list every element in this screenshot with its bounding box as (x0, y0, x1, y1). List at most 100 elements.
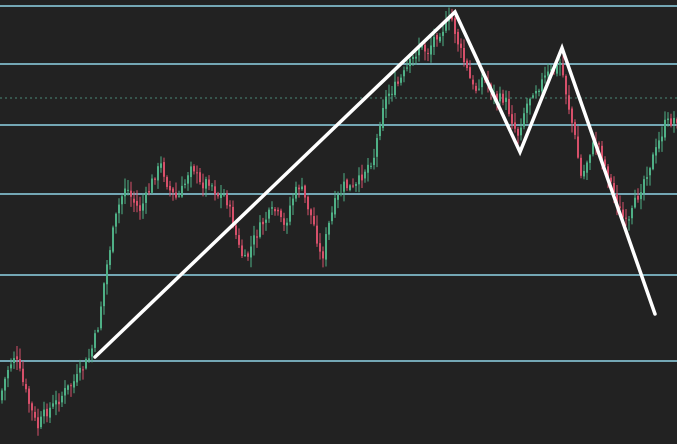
candle-body (238, 235, 240, 245)
candle (505, 90, 507, 110)
candle (208, 175, 210, 191)
candle (154, 177, 156, 185)
candle (640, 183, 642, 210)
candle-body (262, 221, 264, 225)
candle-body (328, 222, 330, 235)
candle (415, 51, 417, 65)
candle (514, 113, 516, 133)
candle (427, 48, 429, 62)
candle (211, 183, 213, 191)
candle-body (265, 219, 267, 223)
candle (163, 157, 165, 182)
candle-body (535, 90, 537, 94)
candle-body (241, 245, 243, 257)
candle-body (391, 93, 393, 95)
candle-body (613, 183, 615, 193)
candle-body (643, 179, 645, 194)
candle (184, 179, 186, 189)
candle (148, 183, 150, 196)
candle (532, 93, 534, 99)
candle-body (292, 198, 294, 206)
candle-body (253, 235, 255, 245)
candle (373, 148, 375, 170)
candle-body (361, 174, 363, 181)
candle-body (526, 103, 528, 113)
candle-body (619, 206, 621, 208)
candle (298, 184, 300, 198)
candle-body (415, 56, 417, 59)
candle (91, 344, 93, 363)
candle (367, 157, 369, 182)
candle-body (673, 117, 675, 124)
candle (49, 402, 51, 424)
candle (565, 74, 567, 105)
candle (88, 348, 90, 363)
candle (142, 193, 144, 219)
candle-body (577, 136, 579, 158)
candle-body (244, 255, 246, 257)
candle-body (307, 196, 309, 210)
candle-body (295, 186, 297, 199)
candle-body (505, 97, 507, 102)
candle (400, 74, 402, 86)
candle-body (472, 79, 474, 85)
candle-body (427, 52, 429, 54)
candle-body (175, 192, 177, 198)
candle-body (127, 189, 129, 191)
candle-body (652, 154, 654, 170)
candle-body (376, 138, 378, 157)
candle (304, 184, 306, 204)
candle-body (637, 195, 639, 200)
candle (259, 215, 261, 239)
candle-body (544, 75, 546, 78)
candle-body (154, 178, 156, 180)
candle (406, 59, 408, 72)
candle (7, 366, 9, 388)
candle-body (136, 200, 138, 206)
candle-body (214, 186, 216, 195)
candle-body (280, 210, 282, 218)
candle (361, 164, 363, 189)
candle-body (250, 246, 252, 258)
candle-body (397, 81, 399, 84)
candle (571, 106, 573, 133)
candle-body (670, 118, 672, 126)
candle (454, 15, 456, 44)
candle-body (76, 374, 78, 383)
candle (280, 208, 282, 223)
candle-body (16, 356, 18, 360)
candle (457, 28, 459, 52)
candle-body (352, 185, 354, 187)
candle (463, 39, 465, 67)
candle-body (130, 190, 132, 197)
candle-body (160, 163, 162, 168)
candle (544, 66, 546, 84)
candle (223, 188, 225, 197)
candle (334, 190, 336, 218)
candle-body (481, 77, 483, 88)
candle (424, 41, 426, 61)
candle (181, 176, 183, 198)
candle-body (388, 93, 390, 96)
candle (631, 205, 633, 225)
candle-body (100, 306, 102, 329)
candle-body (418, 47, 420, 56)
candle (397, 76, 399, 87)
candle-body (178, 195, 180, 197)
candle-body (97, 329, 99, 332)
candle (478, 79, 480, 91)
candle (187, 171, 189, 191)
candle-body (40, 416, 42, 428)
candle (301, 177, 303, 191)
candle-body (148, 191, 150, 193)
candle (574, 119, 576, 140)
candle (295, 181, 297, 202)
candle (130, 181, 132, 207)
candle-body (565, 76, 567, 95)
candle (475, 82, 477, 94)
candle (649, 166, 651, 186)
candle (652, 152, 654, 171)
candle-body (547, 71, 549, 76)
candle-body (166, 177, 168, 187)
